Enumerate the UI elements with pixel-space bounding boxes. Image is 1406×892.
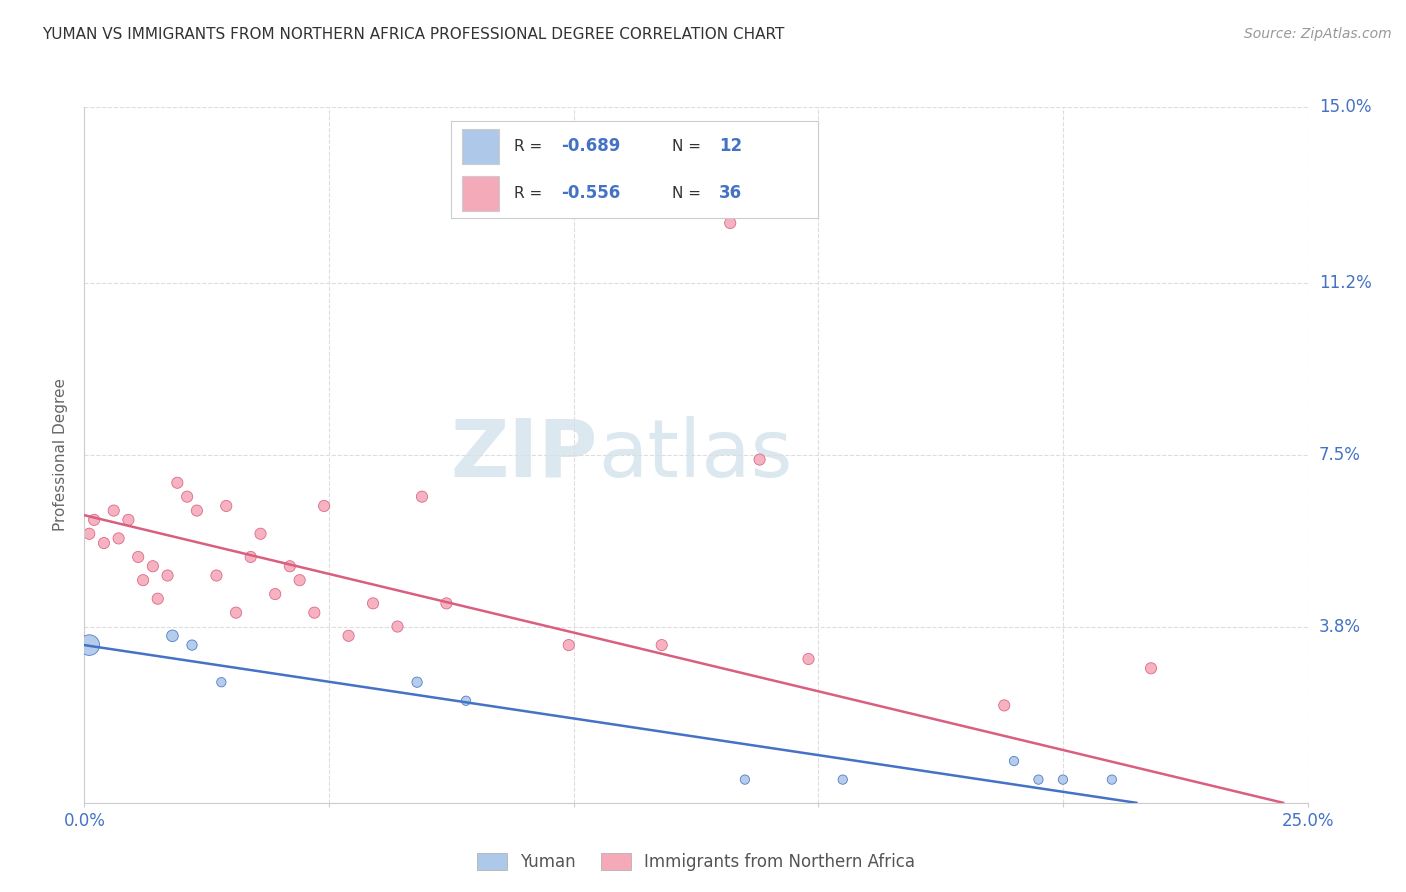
Point [278,559,301,574]
Point [225,606,247,620]
Point [436,596,458,610]
Point [93,536,115,550]
Text: 3.8%: 3.8% [1319,617,1361,635]
Point [993,698,1015,713]
Point [142,559,165,574]
Point [146,591,169,606]
Point [1140,661,1163,675]
Point [361,596,384,610]
Point [1002,754,1025,768]
Point [831,772,853,787]
Point [1028,772,1050,787]
Point [288,573,311,587]
Point [186,503,208,517]
Text: atlas: atlas [598,416,793,494]
Point [156,568,179,582]
Point [387,619,409,633]
Text: 7.5%: 7.5% [1319,446,1361,464]
Y-axis label: Professional Degree: Professional Degree [53,378,69,532]
Point [558,638,581,652]
Text: ZIP: ZIP [451,416,598,494]
Point [1052,772,1074,787]
Legend: Yuman, Immigrants from Northern Africa: Yuman, Immigrants from Northern Africa [470,847,922,878]
Text: 11.2%: 11.2% [1319,275,1371,293]
Point [651,638,673,652]
Point [337,629,360,643]
Point [127,549,149,564]
Point [83,513,105,527]
Point [264,587,287,601]
Point [162,629,184,643]
Point [176,490,198,504]
Point [406,675,429,690]
Point [718,216,741,230]
Text: 15.0%: 15.0% [1319,98,1371,116]
Point [205,568,228,582]
Point [1101,772,1123,787]
Point [77,638,100,652]
Point [411,490,433,504]
Text: YUMAN VS IMMIGRANTS FROM NORTHERN AFRICA PROFESSIONAL DEGREE CORRELATION CHART: YUMAN VS IMMIGRANTS FROM NORTHERN AFRICA… [42,27,785,42]
Point [215,499,238,513]
Point [734,772,756,787]
Point [249,526,271,541]
Point [304,606,326,620]
Point [797,652,820,666]
Point [314,499,336,513]
Point [209,675,232,690]
Point [181,638,204,652]
Point [166,475,188,490]
Point [132,573,155,587]
Point [107,532,129,546]
Point [103,503,125,517]
Point [117,513,139,527]
Text: Source: ZipAtlas.com: Source: ZipAtlas.com [1244,27,1392,41]
Point [77,526,100,541]
Point [748,452,770,467]
Point [239,549,262,564]
Point [454,694,477,708]
